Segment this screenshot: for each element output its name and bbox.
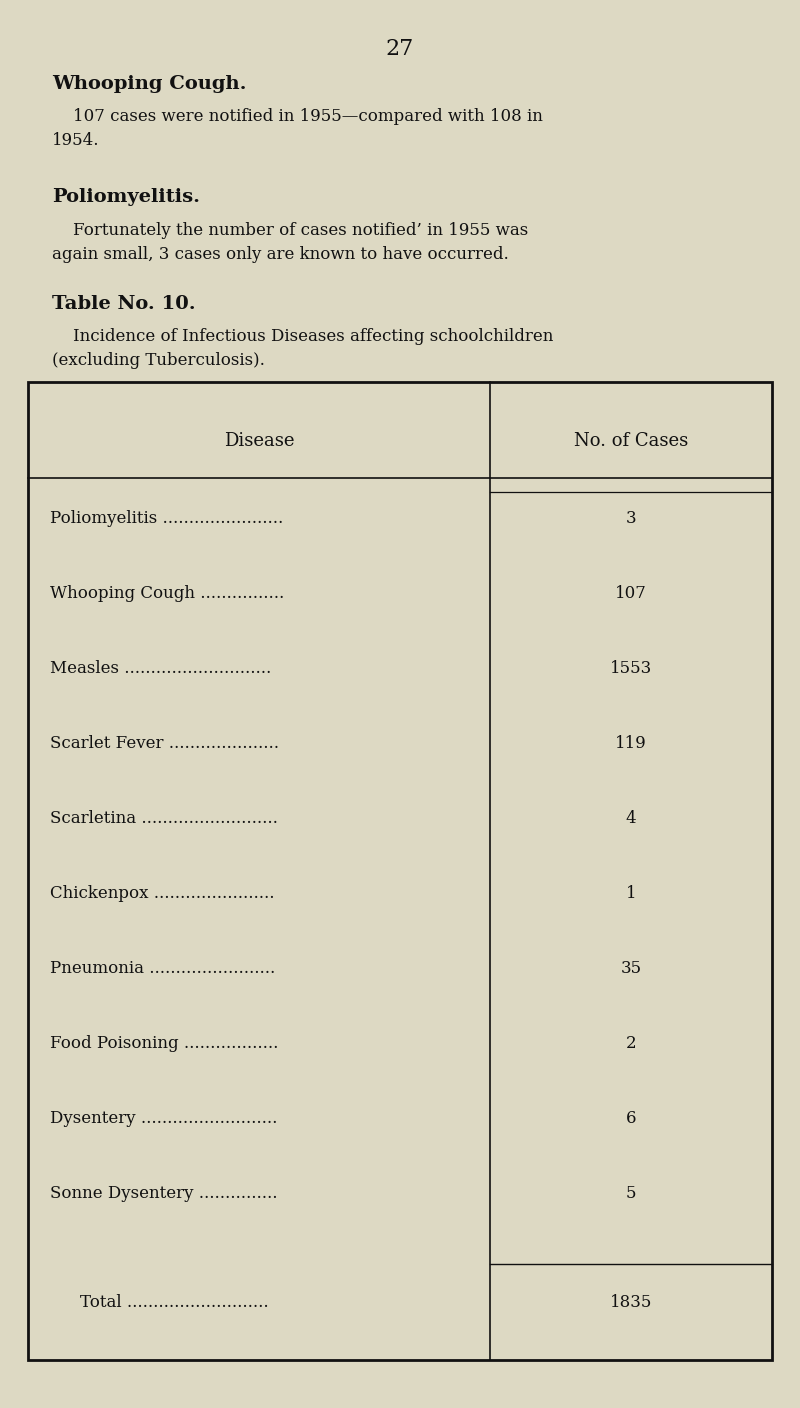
Text: 2: 2 [626, 1035, 636, 1052]
Text: again small, 3 cases only are known to have occurred.: again small, 3 cases only are known to h… [52, 246, 509, 263]
Text: Sonne Dysentery ...............: Sonne Dysentery ............... [50, 1186, 278, 1202]
Text: 1954.: 1954. [52, 132, 99, 149]
Text: 1835: 1835 [610, 1294, 652, 1311]
Text: (excluding Tuberculosis).: (excluding Tuberculosis). [52, 352, 265, 369]
Text: Pneumonia ........................: Pneumonia ........................ [50, 960, 275, 977]
Text: 119: 119 [615, 735, 647, 752]
Text: Whooping Cough ................: Whooping Cough ................ [50, 584, 284, 603]
Text: No. of Cases: No. of Cases [574, 432, 688, 451]
Text: Incidence of Infectious Diseases affecting schoolchildren: Incidence of Infectious Diseases affecti… [52, 328, 554, 345]
Text: Food Poisoning ..................: Food Poisoning .................. [50, 1035, 278, 1052]
Text: Whooping Cough.: Whooping Cough. [52, 75, 246, 93]
Text: Measles ............................: Measles ............................ [50, 660, 271, 677]
Text: Fortunately the number of cases notified’ in 1955 was: Fortunately the number of cases notified… [52, 222, 528, 239]
Text: 3: 3 [626, 510, 636, 527]
Text: 4: 4 [626, 810, 636, 826]
Text: 107: 107 [615, 584, 647, 603]
Bar [28, 382, 772, 1360]
Text: Poliomyelitis .......................: Poliomyelitis ....................... [50, 510, 283, 527]
Text: 5: 5 [626, 1186, 636, 1202]
Text: 6: 6 [626, 1110, 636, 1126]
Text: Dysentery ..........................: Dysentery .......................... [50, 1110, 278, 1126]
Text: 1553: 1553 [610, 660, 652, 677]
Text: Scarlet Fever .....................: Scarlet Fever ..................... [50, 735, 279, 752]
Text: Disease: Disease [224, 432, 294, 451]
Text: Poliomyelitis.: Poliomyelitis. [52, 189, 200, 206]
Text: Total ...........................: Total ........................... [80, 1294, 269, 1311]
Text: Chickenpox .......................: Chickenpox ....................... [50, 886, 274, 903]
Text: 1: 1 [626, 886, 636, 903]
Text: 35: 35 [621, 960, 642, 977]
Text: 107 cases were notified in 1955—compared with 108 in: 107 cases were notified in 1955—compared… [52, 108, 543, 125]
Text: Scarletina ..........................: Scarletina .......................... [50, 810, 278, 826]
Text: 27: 27 [386, 38, 414, 61]
Text: Table No. 10.: Table No. 10. [52, 296, 196, 313]
